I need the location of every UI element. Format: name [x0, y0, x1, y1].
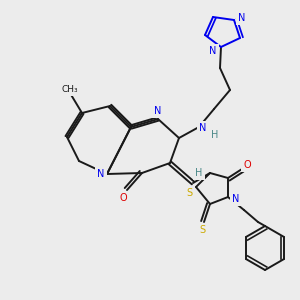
Text: O: O	[243, 160, 251, 170]
Text: S: S	[199, 225, 205, 235]
Text: CH₃: CH₃	[62, 85, 78, 94]
Text: H: H	[195, 168, 203, 178]
Text: H: H	[211, 130, 219, 140]
Text: N: N	[199, 123, 207, 133]
Text: O: O	[119, 193, 127, 203]
Text: S: S	[186, 188, 192, 198]
Text: N: N	[97, 169, 105, 179]
Text: N: N	[232, 194, 240, 204]
Text: N: N	[238, 13, 246, 23]
Text: N: N	[209, 46, 217, 56]
Text: N: N	[154, 106, 162, 116]
